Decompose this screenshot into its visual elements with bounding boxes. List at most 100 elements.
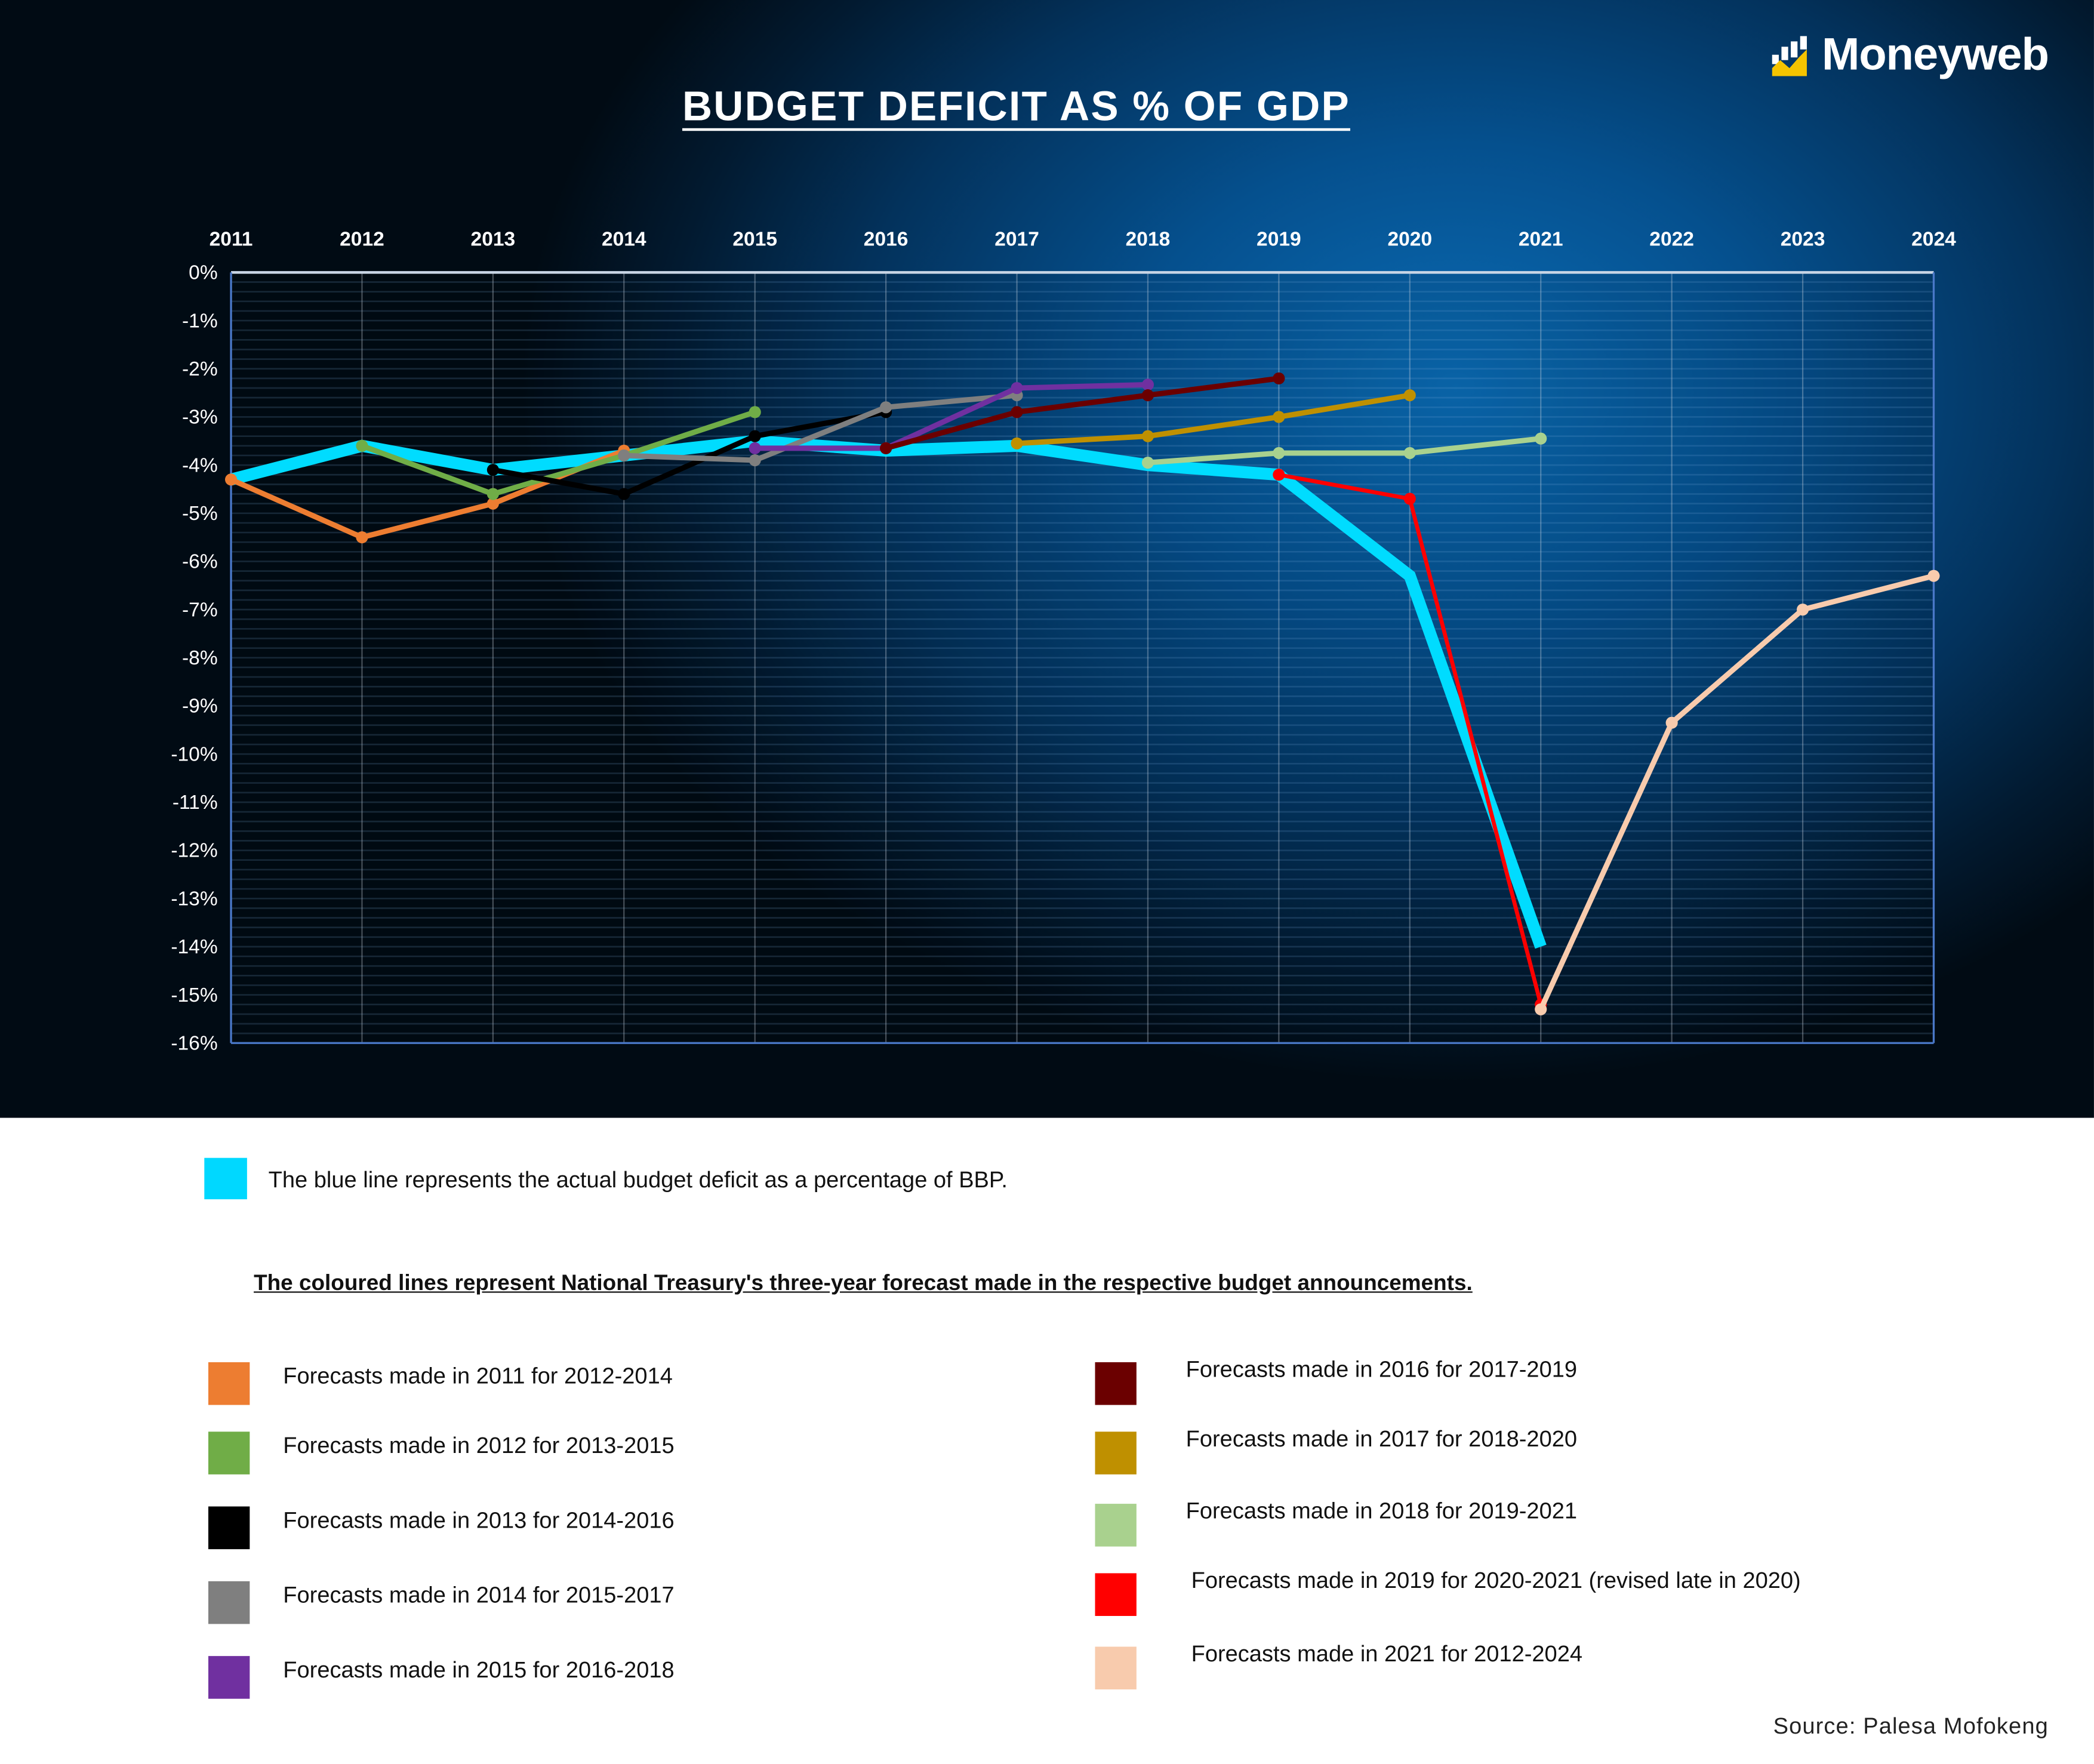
x-tick-label: 2023: [1781, 229, 1825, 251]
moneyweb-logo: Moneyweb: [1771, 29, 2049, 81]
y-tick-label: -10%: [171, 743, 217, 765]
data-point: [1403, 492, 1416, 505]
data-point: [749, 430, 761, 442]
x-tick-label: 2017: [994, 229, 1039, 251]
legend-swatch: [1095, 1646, 1137, 1690]
data-point: [1273, 372, 1285, 384]
x-tick-label: 2022: [1649, 229, 1694, 251]
x-tick-label: 2020: [1387, 229, 1432, 251]
series-line-10: [1538, 573, 1935, 1011]
data-point: [224, 473, 238, 486]
legend-label: Forecasts made in 2011 for 2012-2014: [283, 1363, 673, 1389]
legend-actual-text: The blue line represents the actual budg…: [268, 1167, 1008, 1193]
legend-swatch: [1095, 1362, 1137, 1405]
y-tick-label: -15%: [171, 984, 217, 1006]
y-tick-label: -12%: [171, 840, 217, 862]
data-point: [749, 454, 761, 467]
data-point: [1403, 389, 1416, 402]
legend-swatch: [208, 1581, 250, 1624]
legend-label: Forecasts made in 2012 for 2013-2015: [283, 1433, 675, 1459]
y-tick-label: -5%: [182, 503, 218, 525]
x-tick-label: 2024: [1911, 229, 1956, 251]
legend-swatch-actual: [204, 1157, 247, 1200]
y-tick-label: -6%: [182, 551, 218, 573]
legend-label: Forecasts made in 2017 for 2018-2020: [1185, 1426, 1578, 1452]
legend-swatch: [208, 1656, 250, 1699]
y-tick-label: -2%: [182, 358, 218, 380]
y-tick-label: -8%: [182, 647, 218, 669]
x-tick-label: 2019: [1257, 229, 1301, 251]
data-point: [1665, 716, 1678, 729]
data-point: [1141, 389, 1154, 402]
y-tick-label: 0%: [189, 262, 218, 284]
legend-label: Forecasts made in 2021 for 2012-2024: [1191, 1641, 1583, 1667]
x-tick-label: 2012: [340, 229, 384, 251]
legend-swatch: [1095, 1504, 1137, 1547]
data-point: [486, 488, 499, 500]
legend-swatch: [1095, 1431, 1137, 1474]
y-tick-label: -14%: [171, 936, 217, 958]
series-line-8: [1147, 436, 1541, 466]
legend-swatch: [1095, 1573, 1137, 1617]
legend-label: Forecasts made in 2018 for 2019-2021: [1185, 1498, 1578, 1524]
legend-label: Forecasts made in 2019 for 2020-2021 (re…: [1191, 1568, 1801, 1593]
data-point: [1141, 430, 1154, 442]
plot-area: [231, 272, 1934, 1043]
data-point: [749, 442, 761, 454]
legend-label: Forecasts made in 2014 for 2015-2017: [283, 1583, 675, 1608]
series-line-7: [1017, 392, 1411, 447]
series-line-3: [492, 409, 886, 497]
legend-note: The coloured lines represent National Tr…: [254, 1271, 1473, 1296]
legend-label: Forecasts made in 2015 for 2016-2018: [283, 1657, 675, 1683]
data-point: [1796, 604, 1809, 616]
x-tick-label: 2011: [210, 229, 253, 251]
y-tick-label: -7%: [182, 599, 218, 621]
series-line-6: [885, 375, 1279, 451]
x-tick-label: 2016: [864, 229, 909, 251]
x-tick-label: 2015: [732, 229, 777, 251]
y-tick-label: -11%: [173, 792, 218, 814]
y-tick-label: -4%: [182, 454, 218, 476]
data-point: [356, 531, 368, 544]
data-point: [1273, 469, 1285, 481]
data-point: [1927, 569, 1940, 582]
data-point: [1535, 1003, 1547, 1015]
series-line-5: [755, 381, 1148, 451]
series-line-4: [624, 392, 1017, 463]
data-point: [486, 464, 499, 476]
data-point: [618, 449, 630, 462]
data-point: [1141, 457, 1154, 469]
legend-swatch: [208, 1362, 250, 1405]
legend-swatch: [208, 1506, 250, 1550]
data-point: [1403, 447, 1416, 460]
chart-panel: Moneyweb BUDGET DEFICIT AS % OF GDP: [0, 0, 2094, 1118]
data-point: [1011, 381, 1023, 395]
data-point: [749, 406, 761, 418]
y-tick-label: -1%: [182, 310, 218, 332]
y-tick-label: -9%: [182, 695, 218, 718]
data-point: [1273, 411, 1285, 423]
chart-title: BUDGET DEFICIT AS % OF GDP: [682, 82, 1351, 130]
legend-swatch: [208, 1431, 250, 1474]
y-tick-label: -3%: [182, 407, 218, 429]
x-tick-label: 2014: [602, 229, 646, 251]
data-point: [1141, 378, 1154, 391]
legend-label: Forecasts made in 2013 for 2014-2016: [283, 1507, 675, 1534]
line-chart: 2011 2012 2013 2014 2015 2016 2017 2018 2019 2020…: [171, 229, 1956, 1044]
y-tick-label: -13%: [171, 888, 217, 910]
source-credit: Source: Palesa Mofokeng: [1773, 1713, 2049, 1739]
data-point: [1273, 447, 1285, 460]
data-point: [486, 497, 499, 510]
x-tick-label: 2021: [1519, 229, 1563, 251]
data-point: [1011, 406, 1023, 418]
data-point: [1011, 437, 1023, 450]
data-point: [880, 401, 892, 414]
x-tick-label: 2013: [471, 229, 516, 251]
data-point: [880, 442, 892, 454]
data-point: [356, 439, 368, 452]
x-tick-label: 2018: [1126, 229, 1171, 251]
legend-label: Forecasts made in 2016 for 2017-2019: [1185, 1356, 1578, 1383]
series-line-2: [361, 410, 756, 497]
bar-chart-logo-icon: [1772, 35, 1807, 76]
